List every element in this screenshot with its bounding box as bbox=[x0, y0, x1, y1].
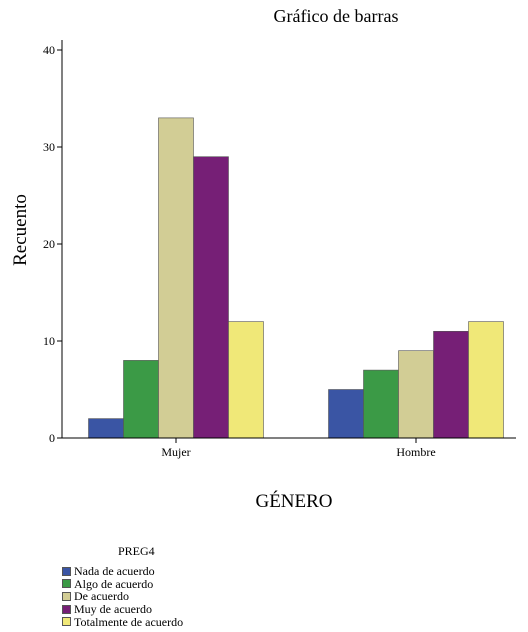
bar-hombre-4 bbox=[468, 321, 504, 439]
legend-swatch bbox=[62, 591, 71, 601]
bars-group bbox=[88, 117, 504, 439]
legend-title: PREG4 bbox=[118, 544, 155, 558]
y-axis-title: Recuento bbox=[10, 194, 31, 266]
bar-hombre-0 bbox=[328, 389, 364, 439]
legend-label: Muy de acuerdo bbox=[74, 602, 152, 617]
bar-mujer-0 bbox=[88, 418, 124, 439]
y-ticks-group: 0 10 20 30 40 bbox=[43, 43, 62, 445]
bar-hombre-1 bbox=[363, 369, 399, 439]
bar-hombre-3 bbox=[433, 330, 469, 439]
bar-hombre-2 bbox=[398, 350, 434, 439]
legend-label: Algo de acuerdo bbox=[74, 576, 154, 591]
y-tick-label: 20 bbox=[43, 237, 55, 251]
y-tick-label: 40 bbox=[43, 43, 55, 57]
legend-item: Muy de acuerdo bbox=[62, 603, 183, 616]
y-tick-label: 30 bbox=[43, 140, 55, 154]
legend-label: Totalmente de acuerdo bbox=[74, 614, 184, 629]
legend-item: Nada de acuerdo bbox=[62, 565, 183, 578]
x-ticks-group: Mujer Hombre bbox=[161, 438, 436, 459]
x-tick-label: Hombre bbox=[396, 445, 435, 459]
x-tick-label: Mujer bbox=[161, 445, 190, 459]
chart-title: Gráfico de barras bbox=[274, 6, 399, 26]
legend-label: De acuerdo bbox=[74, 589, 129, 604]
legend-swatch bbox=[62, 617, 71, 627]
bar-mujer-4 bbox=[228, 321, 264, 439]
legend-swatch bbox=[62, 579, 71, 589]
bar-mujer-1 bbox=[123, 360, 159, 439]
legend-item: De acuerdo bbox=[62, 590, 183, 603]
y-tick-label: 0 bbox=[49, 431, 55, 445]
legend: PREG4 Nada de acuerdo Algo de acuerdo De a… bbox=[62, 544, 183, 628]
bar-mujer-2 bbox=[158, 117, 194, 439]
y-tick-label: 10 bbox=[43, 334, 55, 348]
legend-item: Algo de acuerdo bbox=[62, 578, 183, 591]
legend-items: Nada de acuerdo Algo de acuerdo De acuerdo… bbox=[62, 565, 183, 628]
x-axis-title: GÉNERO bbox=[255, 490, 332, 512]
legend-swatch bbox=[62, 566, 71, 576]
legend-item: Totalmente de acuerdo bbox=[62, 615, 183, 628]
legend-label: Nada de acuerdo bbox=[74, 564, 155, 579]
legend-swatch bbox=[62, 604, 71, 614]
bar-mujer-3 bbox=[193, 156, 229, 439]
